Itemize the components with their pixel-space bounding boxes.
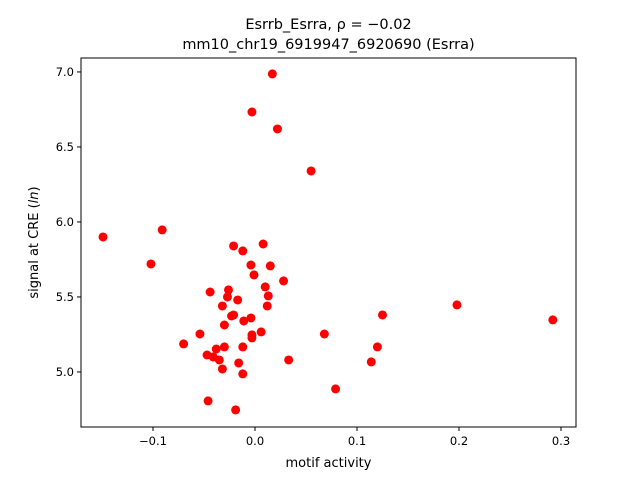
data-point <box>378 310 388 320</box>
data-point <box>284 355 294 365</box>
x-axis-label: motif activity <box>286 456 372 471</box>
y-tick-label: 6.0 <box>56 215 74 229</box>
data-point <box>256 327 266 337</box>
y-axis-label: signal at CRE (ln) <box>27 186 42 298</box>
y-tick-label: 6.5 <box>56 140 74 154</box>
data-point <box>211 344 221 354</box>
data-point <box>229 310 239 320</box>
data-point <box>234 358 244 368</box>
data-point <box>279 276 289 286</box>
y-tick-label: 5.5 <box>56 290 74 304</box>
chart-subtitle: mm10_chr19_6919947_6920690 (Esrra) <box>182 37 474 53</box>
x-tick-label: 0.3 <box>552 434 570 448</box>
data-point <box>258 239 268 249</box>
data-point <box>331 384 341 394</box>
data-point <box>263 291 273 301</box>
data-point <box>246 313 256 323</box>
data-point <box>217 364 227 374</box>
data-point <box>203 396 213 406</box>
data-point <box>267 69 277 79</box>
data-point <box>319 329 329 339</box>
data-point <box>98 232 108 242</box>
data-point <box>233 295 243 305</box>
data-point <box>179 339 189 349</box>
x-tick-label: 0.0 <box>246 434 264 448</box>
data-point <box>247 333 257 343</box>
data-point <box>366 357 376 367</box>
data-point <box>238 369 248 379</box>
data-point <box>239 316 249 326</box>
data-point <box>238 246 248 256</box>
data-point <box>229 241 239 251</box>
data-point <box>372 342 382 352</box>
data-point <box>260 282 270 292</box>
data-point <box>214 355 224 365</box>
data-point <box>222 292 232 302</box>
chart-title: Esrrb_Esrra, ρ = −0.02 <box>245 17 411 33</box>
data-point <box>265 261 275 271</box>
data-point <box>219 320 229 330</box>
data-point <box>157 225 167 235</box>
data-point <box>249 270 259 280</box>
data-point <box>262 301 272 311</box>
data-point <box>246 260 256 270</box>
data-point <box>231 405 241 415</box>
data-point <box>272 124 282 134</box>
data-points <box>98 69 558 415</box>
data-point <box>548 315 558 325</box>
data-point <box>223 285 233 295</box>
data-point <box>205 287 215 297</box>
y-axis: 5.0 5.5 6.0 6.5 7.0 <box>56 65 81 379</box>
x-tick-label: −0.1 <box>139 434 167 448</box>
y-tick-label: 7.0 <box>56 65 74 79</box>
x-tick-label: 0.2 <box>450 434 468 448</box>
y-tick-label: 5.0 <box>56 365 74 379</box>
data-point <box>146 259 156 269</box>
data-point <box>195 329 205 339</box>
x-tick-label: 0.1 <box>348 434 366 448</box>
data-point <box>217 301 227 311</box>
data-point <box>306 166 316 176</box>
data-point <box>452 300 462 310</box>
data-point <box>247 107 257 117</box>
plot-frame <box>80 57 577 428</box>
data-point <box>238 342 248 352</box>
data-point <box>219 342 229 352</box>
x-axis: −0.1 0.0 0.1 0.2 0.3 <box>139 427 570 448</box>
